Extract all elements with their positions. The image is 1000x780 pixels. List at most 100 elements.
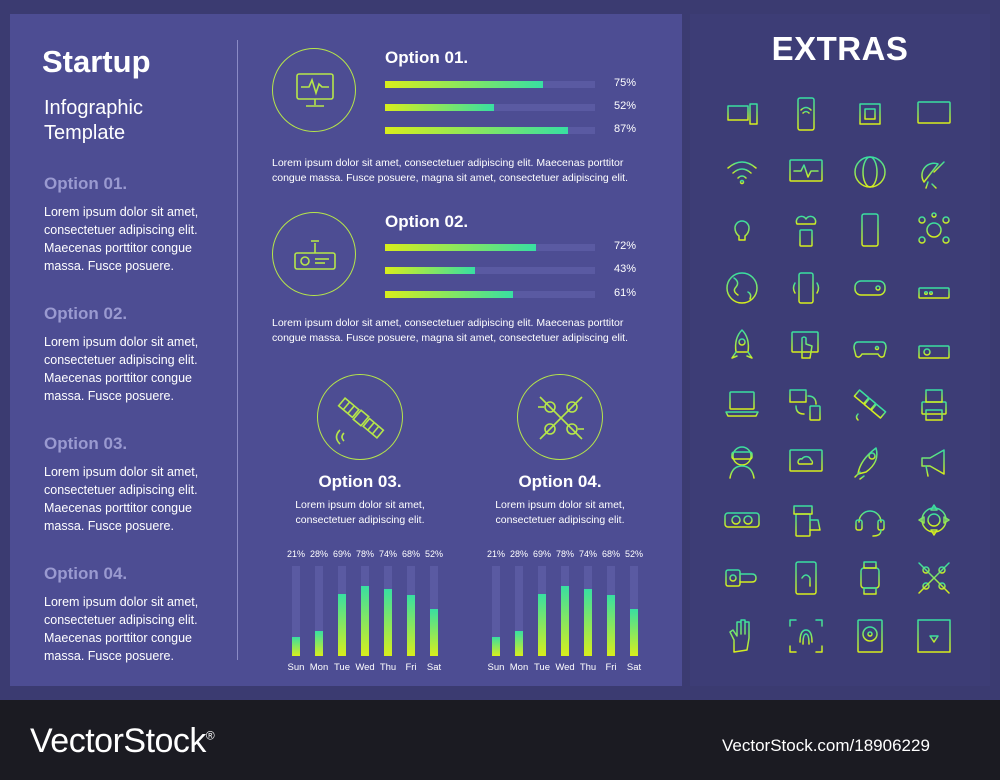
category-label: Sat [426,662,442,673]
bar-thu [384,589,392,656]
progress-track [385,244,595,251]
bar-tue [538,593,546,656]
category-label: Tue [333,662,351,673]
fingerprint-phone-icon [786,558,826,598]
watermark-bar: VectorStock® VectorStock.com/18906229 [0,700,1000,780]
text-line: Maecenas porttitor congue [44,631,193,645]
section-title: Option 01. [385,48,469,67]
progress-fill [385,244,537,251]
subtitle-line: Infographic [44,97,143,119]
text-line: Lorem ipsum dolor sit amet, consectetuer… [272,317,624,329]
bar-value-label: 28% [309,549,328,559]
text-line: congue massa. Fusce posuere, magna sit a… [272,172,629,184]
text-line: massa. Fusce posuere. [44,259,174,273]
progress-track [385,81,595,88]
category-label: Fri [405,662,417,673]
bar-value-label: 21% [486,549,505,559]
laptop-icon [722,384,762,424]
text-line: massa. Fusce posuere. [44,389,174,403]
text-line: consectetuer adipiscing elit. [295,514,425,526]
monitor-icon [914,94,954,134]
bar-fri [607,594,615,656]
bar-track [430,566,438,656]
smartphone-icon [850,210,890,250]
satellite-icon [317,374,403,460]
section-text: Lorem ipsum dolor sit amet, consectetuer… [470,498,650,528]
smartwatch-icon [850,558,890,598]
option-text: Lorem ipsum dolor sit amet, consectetuer… [44,333,198,405]
subtitle-line: Template [44,122,126,144]
progress-label: 75% [614,77,637,89]
bar-track [492,566,500,656]
bar-value-label: 21% [286,549,305,559]
fingerprint-scan-icon [786,616,826,656]
image-url: VectorStock.com/18906229 [722,736,930,755]
category-label: Wed [355,662,375,673]
category-label: Thu [579,662,597,673]
left-option-2: Option 02. Lorem ipsum dolor sit amet, c… [44,304,198,405]
game-console-icon [850,268,890,308]
text-line: Lorem ipsum dolor sit amet, [44,595,199,609]
brand-name: VectorStock [30,722,206,760]
bar-tue [338,593,346,656]
progress-track [385,104,595,111]
hand-phone-icon [786,500,826,540]
section-text: Lorem ipsum dolor sit amet, consectetuer… [270,498,450,528]
category-label: Mon [309,662,329,673]
text-line: Lorem ipsum dolor sit amet, [295,499,425,511]
bar-value-label: 74% [378,549,397,559]
bar-wed [361,585,369,656]
progress-label: 43% [614,263,637,275]
bar-track [630,566,638,656]
bar-value-label: 28% [509,549,528,559]
printer-icon [914,384,954,424]
bar-thu [584,589,592,656]
category-label: Tue [533,662,551,673]
bar-track [515,566,523,656]
section-title: Option 03. [318,472,402,491]
text-line: massa. Fusce posuere. [44,519,174,533]
category-label: Sun [287,662,305,673]
vr-headset-icon [722,442,762,482]
network-nodes-icon [517,374,603,460]
progress-track [385,267,595,274]
category-label: Mon [509,662,529,673]
bar-value-label: 69% [532,549,551,559]
satellite-dish-icon [914,152,954,192]
cloud-phone-icon [786,210,826,250]
3d-printer-icon [914,616,954,656]
registered-mark: ® [205,728,215,743]
smartphone-wifi-icon [786,94,826,134]
category-label: Wed [555,662,575,673]
text-line: Lorem ipsum dolor sit amet, consectetuer… [272,157,624,169]
text-line: Lorem ipsum dolor sit amet, [44,205,199,219]
left-option-1: Option 01. Lorem ipsum dolor sit amet, c… [44,174,198,275]
progress-track [385,291,595,298]
text-line: consectetuer adipiscing elit. [495,514,625,526]
section-title: Option 04. [518,472,602,491]
extras-panel: EXTRAS [690,14,990,686]
bar-chart-option-04: 21% Sun 28% Mon 69% Tue 78% Wed 74% Thu 68% Fri 52% S… [478,534,648,674]
option-label: Option 03. [44,434,128,453]
bar-wed [561,585,569,656]
bar-track [292,566,300,656]
bar-sat [630,609,638,656]
section-title: Option 02. [385,212,469,231]
progress-label: 61% [614,287,637,299]
projector-icon [914,326,954,366]
main-panel: Startup Infographic Template Option 01. … [10,14,682,686]
bar-value-label: 52% [624,549,643,559]
progress-label: 52% [614,100,637,112]
progress-fill [385,104,495,111]
option-text: Lorem ipsum dolor sit amet, consectetuer… [44,203,198,275]
text-line: Maecenas porttitor congue [44,241,193,255]
bar-fri [407,594,415,656]
text-line: consectetuer adipiscing elit. [44,483,198,497]
bar-track [561,566,569,656]
bar-track [361,566,369,656]
left-option-3: Option 03. Lorem ipsum dolor sit amet, c… [44,434,198,535]
bar-value-label: 68% [601,549,620,559]
bar-mon [515,630,523,656]
text-line: consectetuer adipiscing elit. [44,223,198,237]
bar-value-label: 74% [578,549,597,559]
